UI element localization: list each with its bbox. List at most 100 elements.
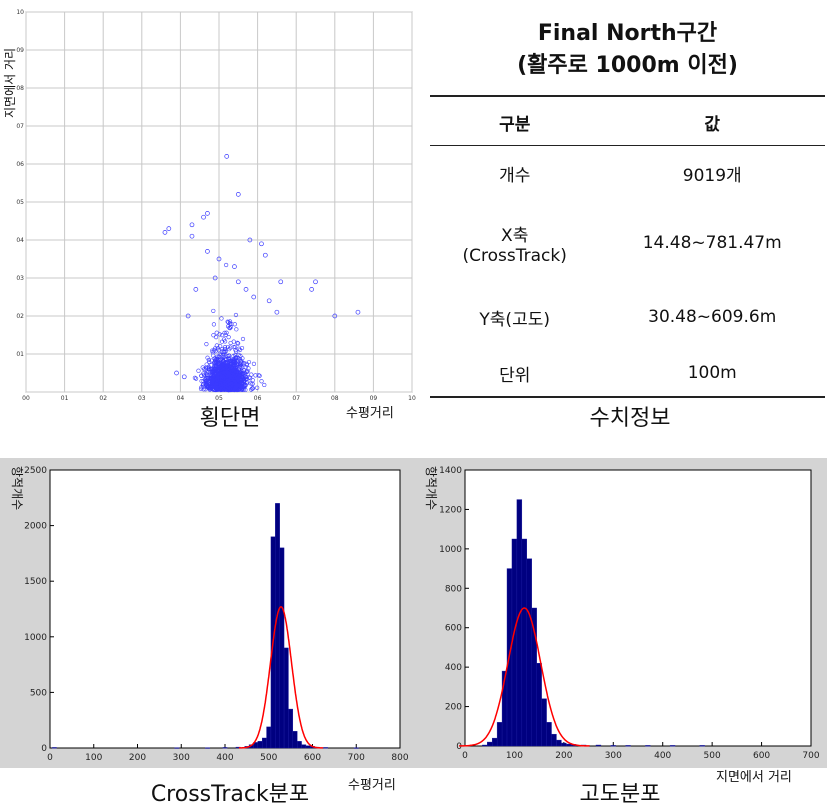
scatter-point (355, 309, 361, 315)
histogram-xtick-label: 800 (391, 753, 408, 763)
scatter-point (234, 327, 239, 332)
scatter-point (236, 387, 242, 392)
scatter-ytick-label: 07 (16, 123, 24, 130)
scatter-point (217, 380, 222, 385)
scatter-point (204, 375, 209, 380)
histogram-bar (305, 745, 311, 749)
row-label-line1: X축 (501, 225, 529, 246)
scatter-point (262, 252, 268, 258)
scatter-point (228, 366, 233, 371)
row-label: X축 (CrossTrack) (430, 199, 599, 287)
scatter-point (232, 353, 238, 358)
histogram-bar (353, 747, 359, 749)
scatter-point (218, 344, 223, 349)
scatter-point (253, 373, 258, 378)
scatter-point (210, 381, 215, 386)
scatter-point (223, 348, 228, 354)
scatter-point (236, 341, 241, 346)
scatter-point (222, 345, 228, 350)
scatter-point (248, 381, 253, 386)
table-row: 단위 100m (430, 347, 825, 399)
scatter-point (181, 374, 187, 380)
histogram-xtick-label: 700 (802, 751, 819, 761)
scatter-point (216, 348, 221, 353)
histogram-ytick-label: 200 (445, 703, 462, 713)
info-caption: 수치정보 (589, 406, 671, 431)
scatter-point (227, 319, 233, 324)
scatter-point (208, 375, 213, 380)
scatter-point (247, 237, 253, 243)
crosstrack-histogram: 0 100 200 300 400 500 600 700 800 0 500 1000 1500 200… (0, 458, 415, 768)
table-row: X축 (CrossTrack) 14.48~781.47m (430, 199, 825, 287)
scatter-point (249, 372, 254, 377)
scatter-ytick-label: 05 (16, 199, 24, 206)
scatter-chart: 00 01 02 03 04 05 06 07 08 09 10 01 02 03 04 05 06 07 08 09… (3, 9, 416, 402)
scatter-point (257, 373, 262, 378)
scatter-point (251, 361, 257, 366)
histogram-bar (536, 662, 542, 747)
scatter-point (231, 339, 236, 344)
scatter-point (232, 386, 237, 391)
scatter-point (229, 372, 234, 377)
scatter-point (205, 249, 210, 254)
histogram-bar (292, 731, 298, 749)
scatter-point (236, 386, 241, 391)
histogram-ytick-label: 0 (456, 742, 462, 752)
histogram-bar (526, 558, 532, 747)
scatter-point (205, 355, 210, 360)
histogram-xtick-label: 300 (605, 751, 622, 761)
scatter-point (231, 387, 236, 392)
scatter-point (227, 372, 232, 377)
info-table: 구분 값 개수 9019개 X축 (CrossTrack) 14.48~781.… (430, 97, 825, 399)
histogram-bar (261, 737, 267, 749)
info-title: Final North구간 (활주로 1000m 이전) (430, 18, 825, 82)
scatter-point (216, 374, 221, 379)
histogram-bar (645, 745, 651, 747)
scatter-point (259, 379, 264, 384)
scatter-point (250, 378, 255, 383)
scatter-point (219, 386, 225, 391)
histogram-bar (669, 745, 676, 747)
scatter-point (232, 264, 237, 269)
histogram-xtick-label: 500 (704, 751, 721, 761)
scatter-point (219, 383, 224, 388)
scatter-point (215, 380, 220, 386)
histogram-xtick-label: 600 (753, 751, 770, 761)
histogram-ytick-label: 400 (445, 663, 462, 673)
histogram-bar (556, 739, 562, 747)
table-row: 개수 9019개 (430, 147, 825, 199)
scatter-point (230, 369, 235, 375)
scatter-point (162, 230, 168, 235)
histogram-xtick-label: 400 (216, 753, 233, 763)
header-col1: 구분 (499, 114, 531, 135)
scatter-point (219, 333, 225, 338)
table-top-rule (430, 95, 825, 97)
row-value: 30.48~609.6m (648, 307, 777, 327)
scatter-point (199, 378, 204, 384)
histogram-fit-curve (238, 606, 324, 749)
scatter-xtick-label: 03 (138, 395, 146, 402)
scatter-xlabel: 수평거리 (346, 406, 394, 421)
row-value: 100m (687, 363, 737, 383)
scatter-point (189, 233, 195, 239)
histogram-xtick-label: 0 (47, 753, 53, 763)
scatter-point (225, 319, 230, 324)
histogram-bar (174, 747, 180, 749)
scatter-point (211, 387, 217, 392)
scatter-point (202, 367, 207, 372)
histogram-bar (541, 698, 547, 747)
histogram-bar (323, 747, 329, 749)
scatter-point (217, 332, 222, 337)
histogram-xtick-label: 300 (173, 753, 190, 763)
scatter-point (166, 226, 172, 231)
crosstrack-xlabel: 수평거리 (348, 778, 396, 793)
histogram-bar (222, 747, 228, 749)
scatter-point (214, 374, 219, 379)
scatter-point (201, 214, 206, 220)
histogram-bar (595, 744, 602, 747)
scatter-point (193, 376, 199, 381)
histogram-bar (546, 722, 552, 747)
histogram-xtick-label: 200 (555, 751, 572, 761)
table-header-row: 구분 값 (430, 97, 825, 147)
scatter-point (274, 309, 280, 315)
